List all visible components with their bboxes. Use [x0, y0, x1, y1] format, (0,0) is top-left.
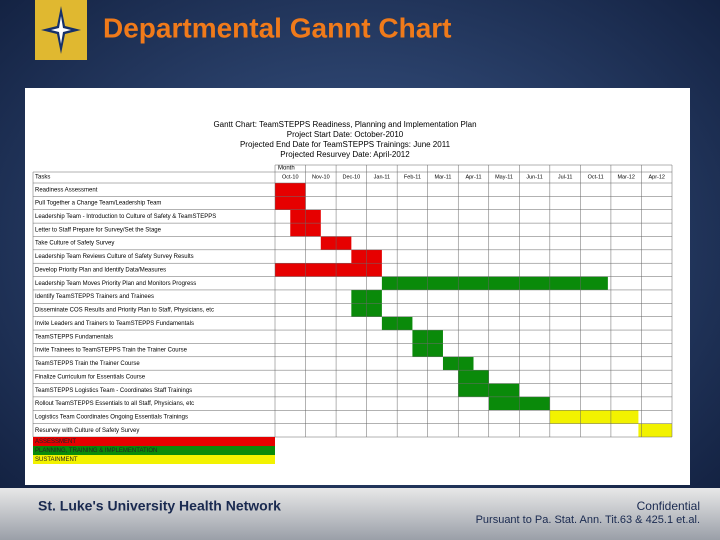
tasks-label: Tasks — [35, 175, 50, 181]
task-bar — [275, 196, 306, 210]
task-name: Leadership Team Reviews Culture of Safet… — [35, 254, 194, 260]
month-header: Jul-11 — [558, 174, 573, 180]
month-header: Mar-12 — [617, 174, 634, 180]
task-bar — [549, 410, 639, 424]
chart-heading: Projected Resurvey Date: April-2012 — [280, 150, 410, 159]
month-header: Apr-12 — [648, 174, 665, 180]
task-name: Invite Leaders and Trainers to TeamSTEPP… — [35, 321, 194, 327]
footer-band — [0, 488, 720, 540]
task-name: Pull Together a Change Team/Leadership T… — [35, 201, 161, 207]
task-name: Develop Priority Plan and Identify Data/… — [35, 267, 166, 273]
task-name: Finalize Curriculum for Essentials Cours… — [35, 374, 146, 380]
month-header: Mar-11 — [434, 174, 451, 180]
task-name: TeamSTEPPS Logistics Team - Coordinates … — [35, 388, 192, 394]
task-name: Letter to Staff Prepare for Survey/Set t… — [35, 227, 162, 233]
legend-label: PLANNING, TRAINING & IMPLEMENTATION — [35, 448, 157, 454]
month-header: Feb-11 — [404, 174, 421, 180]
footer-org: St. Luke's University Health Network — [38, 498, 281, 514]
legend-label: SUSTAINMENT — [35, 457, 78, 463]
month-header: Apr-11 — [465, 174, 481, 180]
chart-heading: Gantt Chart: TeamSTEPPS Readiness, Plann… — [213, 120, 476, 129]
task-name: Take Culture of Safety Survey — [35, 241, 114, 247]
task-bar — [275, 183, 306, 197]
month-header: Jan-11 — [374, 174, 390, 180]
month-header: May-11 — [495, 174, 513, 180]
task-name: TeamSTEPPS Train the Trainer Course — [35, 361, 140, 367]
month-header: Oct-11 — [588, 174, 604, 180]
task-name: TeamSTEPPS Fundamentals — [35, 334, 113, 340]
task-name: Identify TeamSTEPPS Trainers and Trainee… — [35, 294, 154, 300]
month-label: Month — [278, 166, 295, 172]
task-bar — [458, 370, 489, 384]
legend-swatch — [33, 446, 275, 455]
task-name: Logistics Team Coordinates Ongoing Essen… — [35, 415, 188, 421]
task-bar — [381, 276, 608, 290]
task-name: Leadership Team - Introduction to Cultur… — [35, 214, 216, 220]
logo — [35, 0, 87, 60]
month-header: Oct-10 — [282, 174, 299, 180]
month-header: Nov-10 — [312, 174, 330, 180]
task-bar — [638, 423, 672, 437]
task-name: Invite Trainees to TeamSTEPPS Train the … — [35, 348, 188, 354]
task-name: Leadership Team Moves Priority Plan and … — [35, 281, 196, 287]
chart-heading: Projected End Date for TeamSTEPPS Traini… — [240, 140, 451, 149]
footer-confidential: Confidential — [637, 499, 700, 513]
footer-notice: Pursuant to Pa. Stat. Ann. Tit.63 & 425.… — [476, 514, 700, 526]
gantt-chart: Gantt Chart: TeamSTEPPS Readiness, Plann… — [32, 120, 673, 464]
task-bar — [275, 263, 382, 277]
task-name: Readiness Assessment — [35, 187, 98, 193]
legend-label: ASSESSMENT — [35, 439, 76, 445]
task-name: Rollout TeamSTEPPS Essentials to all Sta… — [35, 401, 194, 407]
slide-title: Departmental Gannt Chart — [103, 12, 452, 43]
month-header: Jun-11 — [526, 174, 542, 180]
legend-swatch — [33, 437, 275, 446]
month-header: Dec-10 — [342, 174, 360, 180]
legend-swatch — [33, 455, 275, 464]
task-name: Resurvey with Culture of Safety Survey — [35, 428, 139, 434]
task-name: Disseminate COS Results and Priority Pla… — [35, 308, 214, 314]
chart-heading: Project Start Date: October-2010 — [287, 130, 404, 139]
